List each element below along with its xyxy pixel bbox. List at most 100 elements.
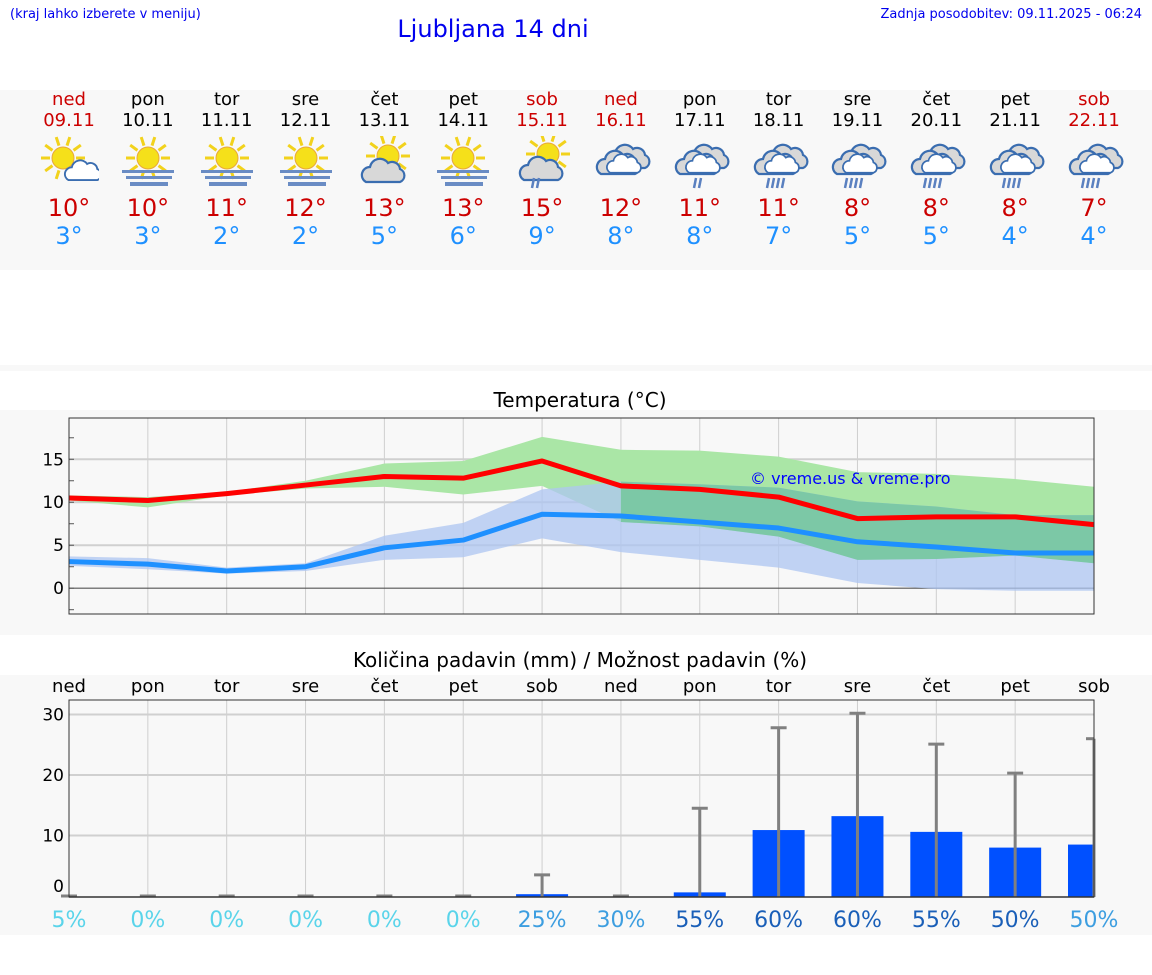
day-name: tor: [213, 89, 240, 110]
day-forecast: ned 09.11 10° 3°: [29, 90, 109, 250]
plot-border: [68, 417, 1095, 615]
precipitation-probability: 30%: [596, 908, 645, 933]
max-temperature: 11°: [757, 194, 800, 222]
cloudy-rain-icon: [985, 136, 1045, 196]
y-tick-label: 0: [53, 579, 64, 599]
max-temperature: 13°: [363, 194, 406, 222]
day-name: čet: [922, 89, 951, 110]
day-name: ned: [52, 89, 86, 110]
sun-fog-icon: [433, 136, 493, 196]
day-forecast: pon 10.11 10° 3°: [108, 90, 188, 250]
day-date: 17.11: [674, 110, 726, 131]
y-tick-label: 10: [42, 827, 64, 847]
y-tick-label: 5: [53, 536, 64, 556]
precipitation-probability: 55%: [912, 908, 961, 933]
max-temperature: 11°: [678, 194, 722, 222]
min-temperature: 5°: [922, 222, 950, 250]
day-label: pon: [131, 676, 165, 697]
min-temperature: 7°: [764, 222, 793, 250]
max-temperature: 8°: [843, 194, 872, 222]
cloudy-rain-icon: [749, 136, 809, 196]
sun-fog-icon: [197, 136, 257, 196]
min-temperature: 3°: [134, 222, 162, 250]
precipitation-probability: 50%: [991, 908, 1040, 933]
day-forecast: čet 13.11 13° 5°: [344, 90, 424, 250]
day-name: sre: [843, 89, 872, 110]
day-forecast: pet 21.11 8° 4°: [975, 90, 1055, 250]
day-label: pon: [683, 676, 717, 697]
day-date: 12.11: [279, 110, 332, 131]
precipitation-bar: [1068, 844, 1094, 897]
precipitation-probability: 60%: [833, 908, 882, 933]
day-label: sob: [526, 676, 558, 697]
max-temperature: 12°: [284, 194, 327, 222]
max-temperature: 15°: [520, 194, 564, 222]
max-temperature-line: [68, 458, 1095, 528]
max-temperature: 8°: [1001, 194, 1029, 222]
precipitation-probability: 0%: [130, 908, 165, 933]
range-overlap-band: [620, 481, 1094, 564]
temperature-chart: 0 5 10 15 © vreme.us & vreme.pro: [42, 417, 1095, 615]
day-forecast: tor 18.11 11° 7°: [739, 90, 819, 250]
y-tick-label: 10: [42, 493, 64, 513]
day-date: 22.11: [1068, 110, 1120, 131]
day-date: 11.11: [200, 110, 253, 131]
day-name: pon: [682, 89, 717, 110]
max-temperature: 8°: [922, 194, 950, 222]
min-temperature: 4°: [1080, 222, 1108, 250]
page-title: Ljubljana 14 dni: [397, 15, 589, 43]
max-temperature: 10°: [126, 194, 170, 222]
day-date: 15.11: [516, 110, 568, 131]
day-name: sob: [526, 89, 558, 110]
daily-forecast-strip: ned 09.11 10° 3° pon 10.11 10° 3° tor 11.1…: [0, 90, 1152, 270]
y-tick-label: 15: [42, 450, 64, 470]
day-label: tor: [766, 676, 792, 697]
day-name: pet: [1000, 89, 1030, 110]
day-forecast: sob 15.11 15° 9°: [502, 90, 582, 250]
min-temperature: 3°: [55, 222, 83, 250]
day-date: 19.11: [831, 110, 884, 131]
day-date: 16.11: [595, 110, 647, 131]
day-label: tor: [214, 676, 240, 697]
plot-border: [68, 699, 1095, 898]
precipitation-probability: 60%: [754, 908, 803, 933]
day-forecast: pet 14.11 13° 6°: [423, 90, 503, 250]
y-tick-label: 30: [42, 706, 64, 726]
sun-cloud-icon: [354, 134, 414, 196]
min-temperature: 2°: [291, 222, 320, 250]
day-date: 20.11: [910, 110, 963, 131]
day-label: čet: [922, 676, 950, 697]
last-updated: Zadnja posodobitev: 09.11.2025 - 06:24: [880, 7, 1142, 22]
location-hint: (kraj lahko izberete v meniju): [10, 7, 201, 22]
day-forecast: ned 16.11 12° 8°: [581, 90, 661, 250]
day-forecast: pon 17.11 11° 8°: [660, 90, 740, 250]
day-label: ned: [52, 676, 86, 697]
day-name: pon: [130, 89, 165, 110]
min-temperature: 2°: [213, 222, 241, 250]
precipitation-probability: 0%: [367, 908, 402, 933]
min-temperature: 9°: [528, 222, 556, 250]
min-temperature: 5°: [370, 222, 399, 250]
cloudy-rain-icon: [827, 136, 887, 196]
day-date: 14.11: [437, 110, 489, 131]
precipitation-probability: 25%: [518, 908, 567, 933]
day-label: pet: [1000, 676, 1030, 697]
y-tick-label: 0: [53, 877, 64, 897]
temperature-chart-title: Temperatura (°C): [493, 388, 667, 412]
day-name: sob: [1078, 89, 1110, 110]
day-date: 13.11: [358, 110, 411, 131]
y-tick-label: 20: [42, 766, 64, 786]
day-label: sre: [844, 676, 871, 697]
day-name: sre: [291, 89, 320, 110]
day-date: 21.11: [989, 110, 1041, 131]
precipitation-probability: 0%: [446, 908, 481, 933]
max-temperature: 12°: [599, 194, 643, 222]
day-label: ned: [604, 676, 638, 697]
max-temperature: 10°: [47, 194, 91, 222]
day-forecast: čet 20.11 8° 5°: [896, 90, 976, 250]
precipitation-probability: 0%: [288, 908, 323, 933]
day-name: ned: [603, 89, 638, 110]
min-temperature: 8°: [686, 222, 714, 250]
min-temperature: 8°: [607, 222, 635, 250]
divider: [0, 365, 1152, 371]
